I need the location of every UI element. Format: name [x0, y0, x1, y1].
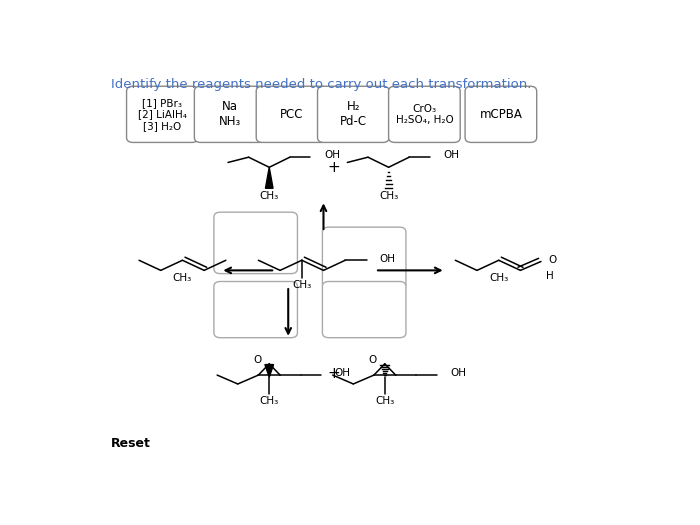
Text: OH: OH: [450, 369, 466, 379]
Polygon shape: [265, 364, 274, 377]
FancyBboxPatch shape: [214, 281, 298, 338]
FancyBboxPatch shape: [323, 227, 406, 289]
Text: CH₃: CH₃: [173, 273, 192, 283]
Text: +: +: [327, 160, 340, 175]
Text: [1] PBr₃
[2] LiAlH₄
[3] H₂O: [1] PBr₃ [2] LiAlH₄ [3] H₂O: [138, 98, 187, 131]
Text: OH: OH: [324, 150, 340, 160]
Text: Reset: Reset: [111, 437, 150, 450]
FancyBboxPatch shape: [323, 281, 406, 338]
FancyBboxPatch shape: [214, 212, 298, 274]
FancyBboxPatch shape: [389, 86, 460, 142]
Text: CH₃: CH₃: [375, 396, 394, 406]
Text: CrO₃
H₂SO₄, H₂O: CrO₃ H₂SO₄, H₂O: [395, 103, 454, 125]
Text: PCC: PCC: [280, 108, 304, 121]
Text: Identify the reagents needed to carry out each transformation.: Identify the reagents needed to carry ou…: [111, 78, 531, 91]
Text: O: O: [253, 355, 261, 365]
Text: O: O: [549, 255, 557, 265]
Polygon shape: [265, 167, 273, 188]
Text: H: H: [547, 271, 554, 281]
Text: OH: OH: [379, 254, 396, 264]
Text: O: O: [369, 355, 377, 365]
Text: mCPBA: mCPBA: [480, 108, 522, 121]
Text: Na
NH₃: Na NH₃: [219, 100, 241, 128]
Text: OH: OH: [335, 369, 350, 379]
Text: H₂
Pd-C: H₂ Pd-C: [340, 100, 367, 128]
FancyBboxPatch shape: [195, 86, 266, 142]
Text: CH₃: CH₃: [379, 192, 398, 202]
Text: CH₃: CH₃: [292, 279, 312, 289]
FancyBboxPatch shape: [465, 86, 537, 142]
FancyBboxPatch shape: [127, 86, 198, 142]
Text: CH₃: CH₃: [489, 273, 508, 283]
Text: +: +: [327, 366, 340, 381]
Text: CH₃: CH₃: [260, 396, 279, 406]
FancyBboxPatch shape: [256, 86, 328, 142]
Text: CH₃: CH₃: [260, 192, 279, 202]
Text: OH: OH: [443, 150, 459, 160]
FancyBboxPatch shape: [318, 86, 389, 142]
